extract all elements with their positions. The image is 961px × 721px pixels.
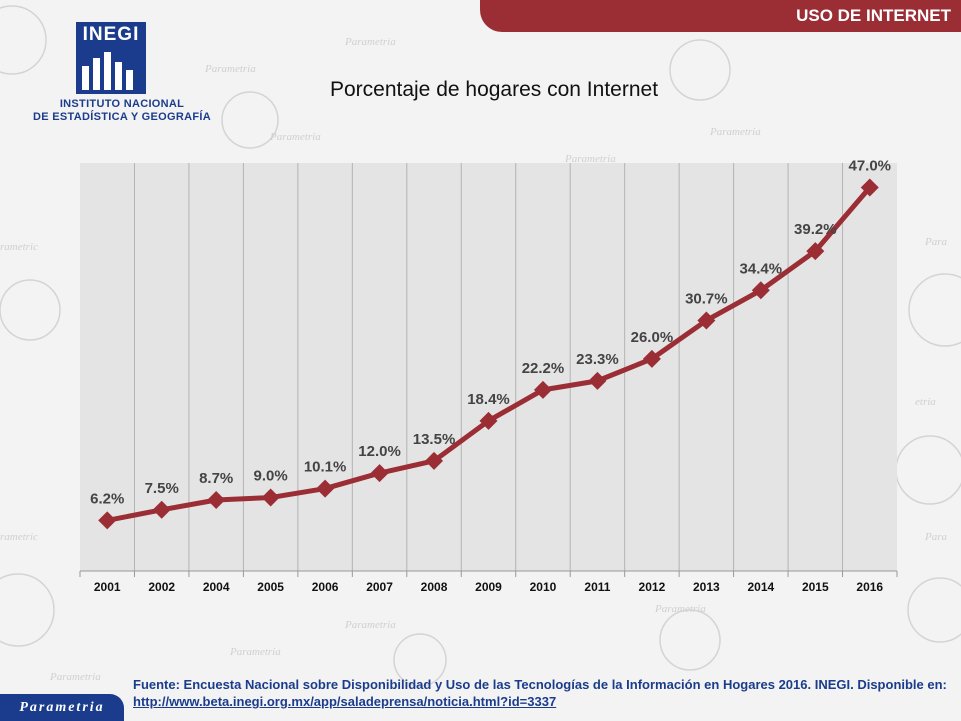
- x-tick-label-2004: 2004: [203, 580, 230, 594]
- parametria-brand: Parametria: [0, 694, 124, 721]
- svg-text:Para: Para: [924, 236, 948, 248]
- data-point-2004: [207, 491, 226, 510]
- data-point-2010: [533, 380, 552, 399]
- data-point-2013: [697, 311, 716, 330]
- inegi-logo-word: INEGI: [82, 24, 140, 45]
- x-tick-label-2006: 2006: [312, 580, 339, 594]
- data-label-2010: 22.2%: [522, 360, 565, 377]
- data-point-2006: [316, 479, 335, 498]
- x-tick-label-2001: 2001: [94, 580, 121, 594]
- data-label-2009: 18.4%: [467, 391, 510, 408]
- source-note: Fuente: Encuesta Nacional sobre Disponib…: [133, 676, 953, 710]
- section-banner: USO DE INTERNET: [480, 0, 961, 32]
- data-label-2013: 30.7%: [685, 290, 728, 307]
- logo-bars-icon: [82, 52, 133, 90]
- data-label-2001: 6.2%: [90, 490, 124, 507]
- data-point-2001: [98, 511, 117, 530]
- x-tick-label-2007: 2007: [366, 580, 393, 594]
- svg-text:Parametria: Parametria: [709, 126, 761, 138]
- inegi-logo-line1: INSTITUTO NACIONAL: [59, 98, 185, 110]
- data-label-2012: 26.0%: [631, 329, 674, 346]
- data-point-2014: [751, 281, 770, 300]
- svg-text:etria: etria: [915, 396, 936, 408]
- svg-text:Parametria: Parametria: [229, 646, 281, 658]
- data-point-2002: [152, 500, 171, 519]
- data-point-2012: [642, 349, 661, 368]
- inegi-logo: INEGI INSTITUTO NACIONAL DE ESTADÍSTICA …: [22, 18, 222, 128]
- data-point-2015: [806, 242, 825, 261]
- svg-text:Parametria: Parametria: [204, 63, 256, 75]
- data-label-2016: 47.0%: [848, 157, 891, 174]
- x-tick-label-2012: 2012: [639, 580, 666, 594]
- source-text: Fuente: Encuesta Nacional sobre Disponib…: [133, 677, 947, 692]
- data-point-2005: [261, 488, 280, 507]
- x-tick-label-2015: 2015: [802, 580, 829, 594]
- brand-label: Parametria: [19, 699, 105, 715]
- svg-text:Parametria: Parametria: [564, 153, 616, 165]
- x-tick-label-2008: 2008: [421, 580, 448, 594]
- data-label-2014: 34.4%: [740, 260, 783, 277]
- svg-text:rametric: rametric: [0, 241, 38, 253]
- inegi-logo-line2: DE ESTADÍSTICA Y GEOGRAFÍA: [33, 111, 211, 123]
- x-tick-label-2013: 2013: [693, 580, 720, 594]
- svg-text:Parametria: Parametria: [49, 671, 101, 683]
- data-label-2006: 10.1%: [304, 459, 347, 476]
- data-point-2016: [860, 178, 879, 197]
- chart-title: Porcentaje de hogares con Internet: [329, 78, 659, 101]
- svg-text:Para: Para: [924, 531, 948, 543]
- data-label-2008: 13.5%: [413, 431, 456, 448]
- data-label-2011: 23.3%: [576, 351, 619, 368]
- x-tick-label-2011: 2011: [584, 580, 610, 594]
- data-label-2007: 12.0%: [358, 443, 401, 460]
- x-tick-label-2010: 2010: [530, 580, 557, 594]
- plot-area: [80, 163, 897, 571]
- data-label-2005: 9.0%: [254, 468, 288, 485]
- data-label-2002: 7.5%: [145, 480, 179, 497]
- data-point-2008: [425, 451, 444, 470]
- source-link[interactable]: http://www.beta.inegi.org.mx/app/saladep…: [133, 694, 557, 709]
- data-point-2009: [479, 411, 498, 430]
- data-label-2015: 39.2%: [794, 221, 837, 238]
- svg-text:Parametria: Parametria: [344, 619, 396, 631]
- x-tick-label-2005: 2005: [257, 580, 284, 594]
- x-tick-label-2014: 2014: [747, 580, 774, 594]
- data-point-2011: [588, 371, 607, 390]
- svg-text:rametric: rametric: [0, 531, 38, 543]
- banner-label: USO DE INTERNET: [796, 6, 951, 25]
- svg-text:Parametria: Parametria: [269, 131, 321, 143]
- svg-text:Parametria: Parametria: [344, 36, 396, 48]
- x-tick-label-2002: 2002: [148, 580, 175, 594]
- x-tick-label-2016: 2016: [856, 580, 883, 594]
- data-point-2007: [370, 464, 389, 483]
- data-label-2004: 8.7%: [199, 470, 233, 487]
- x-tick-label-2009: 2009: [475, 580, 502, 594]
- svg-text:Parametria: Parametria: [654, 603, 706, 615]
